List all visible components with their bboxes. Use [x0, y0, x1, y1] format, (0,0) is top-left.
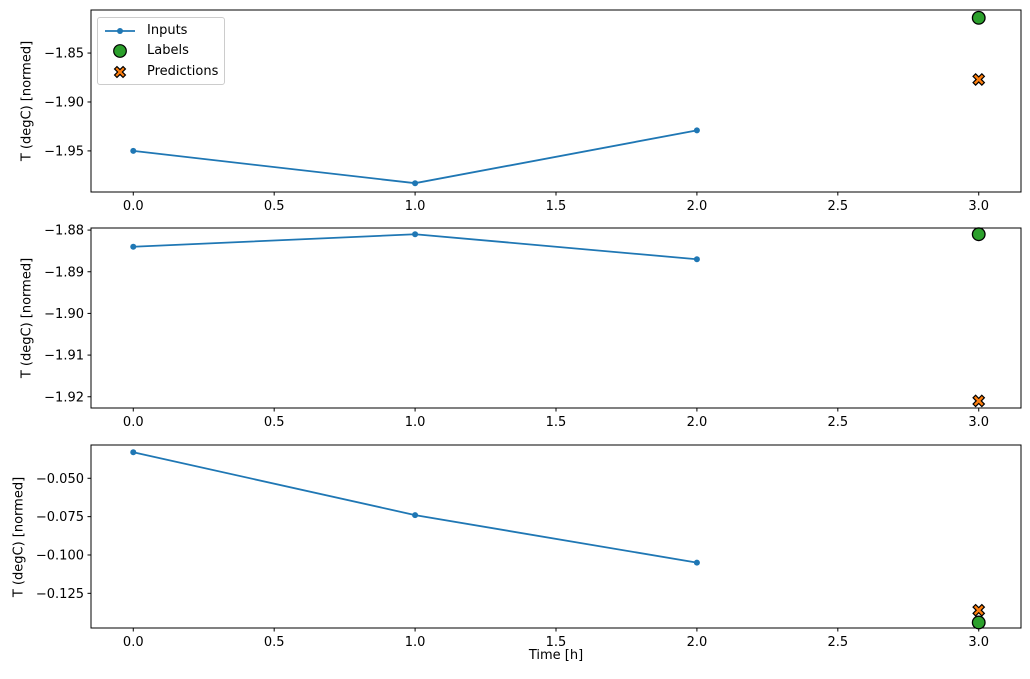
inputs-point-marker: [412, 231, 419, 238]
x-tick-label: 1.0: [405, 199, 426, 214]
axes-frame: [90, 444, 1022, 629]
legend-item-predictions: Predictions: [103, 62, 224, 82]
x-tick-label: 1.5: [546, 635, 567, 650]
x-tick-label: 2.0: [687, 635, 708, 650]
x-tick-label: 2.0: [687, 199, 708, 214]
predictions-marker: [972, 72, 986, 86]
x-tick-label: 0.0: [123, 199, 144, 214]
y-tick-label: −1.92: [44, 390, 84, 405]
x-tick-label: 1.5: [546, 199, 567, 214]
inputs-point-marker: [693, 256, 700, 263]
x-tick-label: 2.5: [827, 415, 848, 430]
legend-line-dot-icon: [105, 28, 135, 35]
x-tick-label: 2.5: [827, 635, 848, 650]
y-tick-label: −1.88: [44, 224, 84, 239]
y-tick-label: −1.90: [44, 95, 84, 110]
legend-label: Inputs: [147, 23, 188, 39]
predictions-marker: [972, 394, 986, 408]
x-tick-label: 3.0: [968, 635, 989, 650]
x-tick-label: 0.5: [264, 635, 285, 650]
inputs-line: [133, 129, 698, 185]
x-tick-label: 3.0: [968, 199, 989, 214]
y-tick-label: −1.90: [44, 307, 84, 322]
legend-item-labels: Labels: [103, 41, 224, 61]
inputs-point-marker: [412, 180, 419, 187]
x-tick-label: 1.0: [405, 635, 426, 650]
x-tick-label: 1.5: [546, 415, 567, 430]
x-tick-label: 0.0: [123, 635, 144, 650]
x-tick-label: 1.0: [405, 415, 426, 430]
legend-label: Labels: [147, 43, 189, 59]
subplot-2: 0.0 0.5 1.0 1.5 2.0 2.5 3.0 −1.88 −1.89 −1.90 −1.9…: [44, 224, 1022, 430]
inputs-point-marker: [130, 449, 137, 456]
inputs-point-marker: [693, 559, 700, 566]
subplot-1: 0.0 0.5 1.0 1.5 2.0 2.5 3.0 −1.85 −1.90 −1.95: [44, 9, 1022, 214]
inputs-point-marker: [130, 243, 137, 250]
inputs-point-marker: [693, 127, 700, 134]
legend-circle-icon: [113, 44, 127, 59]
y-tick-label: −1.95: [44, 144, 84, 159]
y-axis-label: T (degC) [normed]: [11, 476, 27, 597]
legend-item-inputs: Inputs: [103, 21, 224, 41]
x-tick-label: 0.5: [264, 199, 285, 214]
inputs-point-marker: [130, 147, 137, 154]
y-tick-label: −1.85: [44, 47, 84, 62]
labels-marker: [971, 227, 986, 242]
y-tick-label: −0.125: [36, 587, 84, 602]
x-axis-label: Time [h]: [528, 648, 584, 663]
x-tick-label: 2.5: [827, 199, 848, 214]
labels-marker: [971, 615, 986, 630]
axes-frame: [90, 227, 1022, 409]
x-tick-label: 3.0: [968, 415, 989, 430]
y-axis-label: T (degC) [normed]: [19, 257, 35, 379]
subplot-3: 0.0 0.5 1.0 1.5 2.0 2.5 3.0 −0.050 −0.075 −0.100 −…: [36, 444, 1022, 650]
inputs-point-marker: [412, 512, 419, 519]
inputs-line: [133, 451, 698, 564]
legend: Inputs Labels Predictions: [97, 17, 225, 85]
y-tick-label: −0.100: [36, 548, 84, 563]
y-tick-label: −1.89: [44, 265, 84, 280]
x-tick-label: 2.0: [687, 415, 708, 430]
labels-marker: [971, 10, 986, 25]
predictions-marker: [972, 603, 986, 617]
y-axis-label: T (degC) [normed]: [19, 40, 35, 162]
legend-x-cross-icon: [113, 65, 127, 79]
x-tick-label: 0.0: [123, 415, 144, 430]
y-tick-label: −0.075: [36, 510, 84, 525]
y-tick-label: −1.91: [44, 349, 84, 364]
y-tick-label: −0.050: [36, 472, 84, 487]
x-tick-label: 0.5: [264, 415, 285, 430]
axes-frame: [90, 9, 1022, 193]
legend-label: Predictions: [147, 63, 219, 79]
inputs-line: [133, 233, 697, 261]
